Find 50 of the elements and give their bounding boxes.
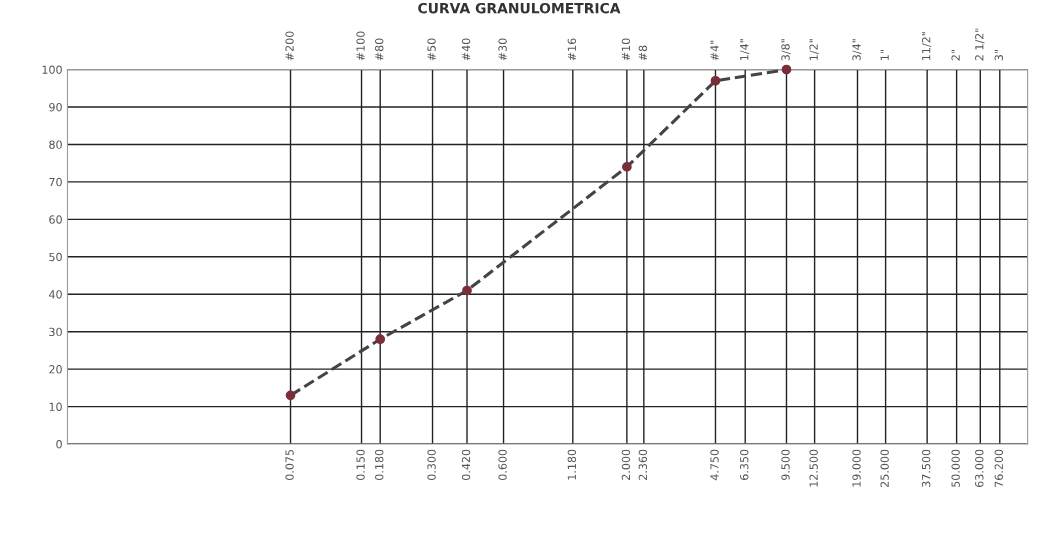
x-tick-label: 2.000	[621, 449, 631, 480]
y-tick-label: 60	[49, 215, 62, 224]
x-tick-label: 2.360	[638, 449, 648, 480]
text: 2"	[951, 50, 960, 61]
y-tick-label: 20	[49, 365, 62, 374]
x-tick-label: 0.180	[375, 449, 384, 480]
x-tick-label: 6.350	[740, 449, 749, 480]
text: 3/4"	[852, 39, 862, 61]
text: 1/2"	[809, 39, 819, 60]
x-tick-label: 37.500	[921, 449, 931, 487]
y-tick-label: 70	[49, 177, 62, 187]
text: #30	[498, 38, 507, 61]
y-tick-label: 0	[56, 440, 62, 449]
text: 2 1/2"	[975, 28, 985, 61]
x-tick-label: 25.000	[880, 449, 889, 487]
x-tick-label: 63.000	[975, 449, 984, 488]
x-tick-label: 9.500	[781, 449, 790, 481]
y-tick-label: 80	[49, 140, 62, 149]
x-tick-label: 0.300	[427, 449, 436, 480]
text: #50	[427, 38, 436, 61]
text: #8	[638, 45, 648, 61]
x-tick-label: 4.750	[710, 449, 719, 481]
chart-title: CURVA GRANULOMETRICA	[418, 2, 621, 14]
text: 1/4"	[740, 39, 750, 60]
x-tick-label: 0.420	[461, 449, 471, 480]
y-tick-label: 40	[49, 290, 62, 299]
text: #40	[461, 38, 471, 61]
y-tick-label: 100	[42, 65, 62, 74]
x-tick-label: 1.180	[567, 449, 577, 480]
x-tick-label: 50.000	[951, 449, 960, 487]
x-tick-label: 12.500	[809, 449, 818, 487]
y-tick-label: 50	[49, 252, 62, 262]
text: #100	[356, 31, 365, 61]
text: #10	[621, 38, 631, 61]
x-tick-label: 19.000	[852, 449, 861, 487]
y-tick-label: 10	[49, 402, 62, 411]
x-tick-label: 0.150	[356, 449, 365, 480]
text: 3/8"	[781, 39, 791, 61]
text: #4"	[710, 40, 719, 61]
y-tick-label: 30	[49, 327, 62, 337]
text: 11/2"	[921, 32, 932, 60]
x-tick-label: 0.600	[498, 449, 507, 480]
text: #16	[567, 38, 577, 61]
text: #200	[285, 31, 294, 61]
text: #80	[375, 38, 384, 61]
y-tick-label: 90	[49, 102, 62, 112]
x-tick-label: 0.075	[285, 449, 294, 480]
text: 1"	[880, 50, 889, 60]
x-tick-label: 76.200	[994, 449, 1003, 487]
text: 3"	[994, 50, 1003, 61]
